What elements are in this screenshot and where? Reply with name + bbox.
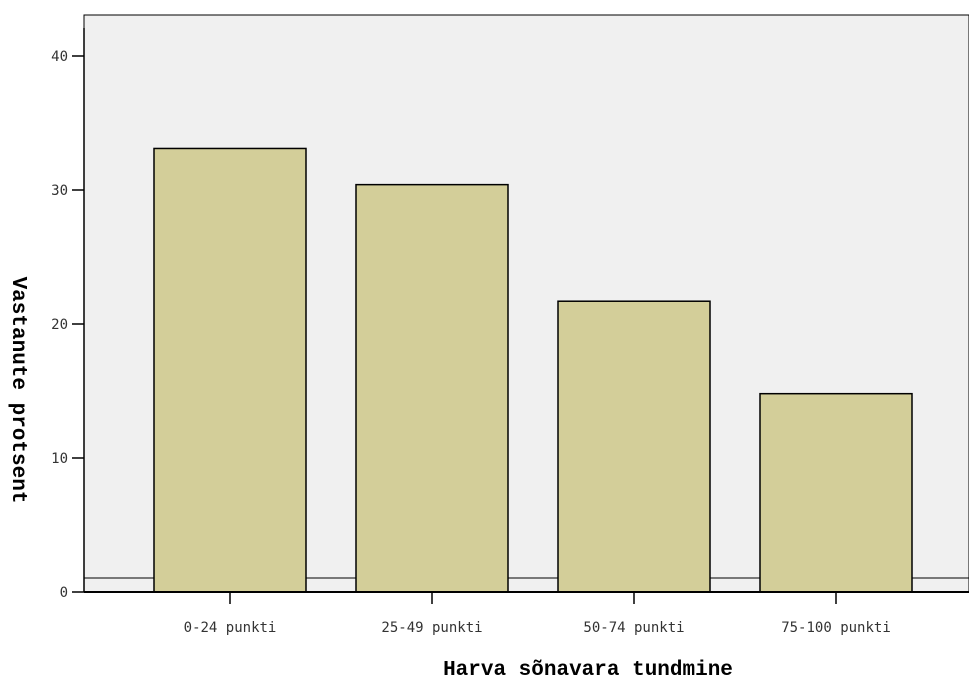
bar: [355, 183, 509, 593]
y-ticks-group: 0 10 20 30 40: [51, 49, 84, 601]
bar: [759, 392, 913, 593]
y-tick-label: 40: [51, 49, 68, 65]
y-tick-label: 30: [51, 183, 68, 199]
bar: [153, 147, 307, 593]
y-tick-label: 10: [51, 451, 68, 467]
bar: [557, 300, 711, 593]
x-axis-title: Harva sõnavara tundmine: [443, 659, 733, 677]
y-tick-label: 20: [51, 317, 68, 333]
bars-group: [153, 147, 913, 593]
y-axis-title: Vastanute protsent: [6, 277, 29, 504]
x-tick-label: 25-49 punkti: [381, 620, 482, 636]
x-tick-label: 0-24 punkti: [184, 620, 277, 636]
x-ticks-group: 0-24 punkti 25-49 punkti 50-74 punkti 75-10…: [184, 592, 891, 636]
x-tick-label: 50-74 punkti: [583, 620, 684, 636]
y-tick-label: 0: [60, 585, 68, 601]
x-tick-label: 75-100 punkti: [781, 620, 891, 636]
